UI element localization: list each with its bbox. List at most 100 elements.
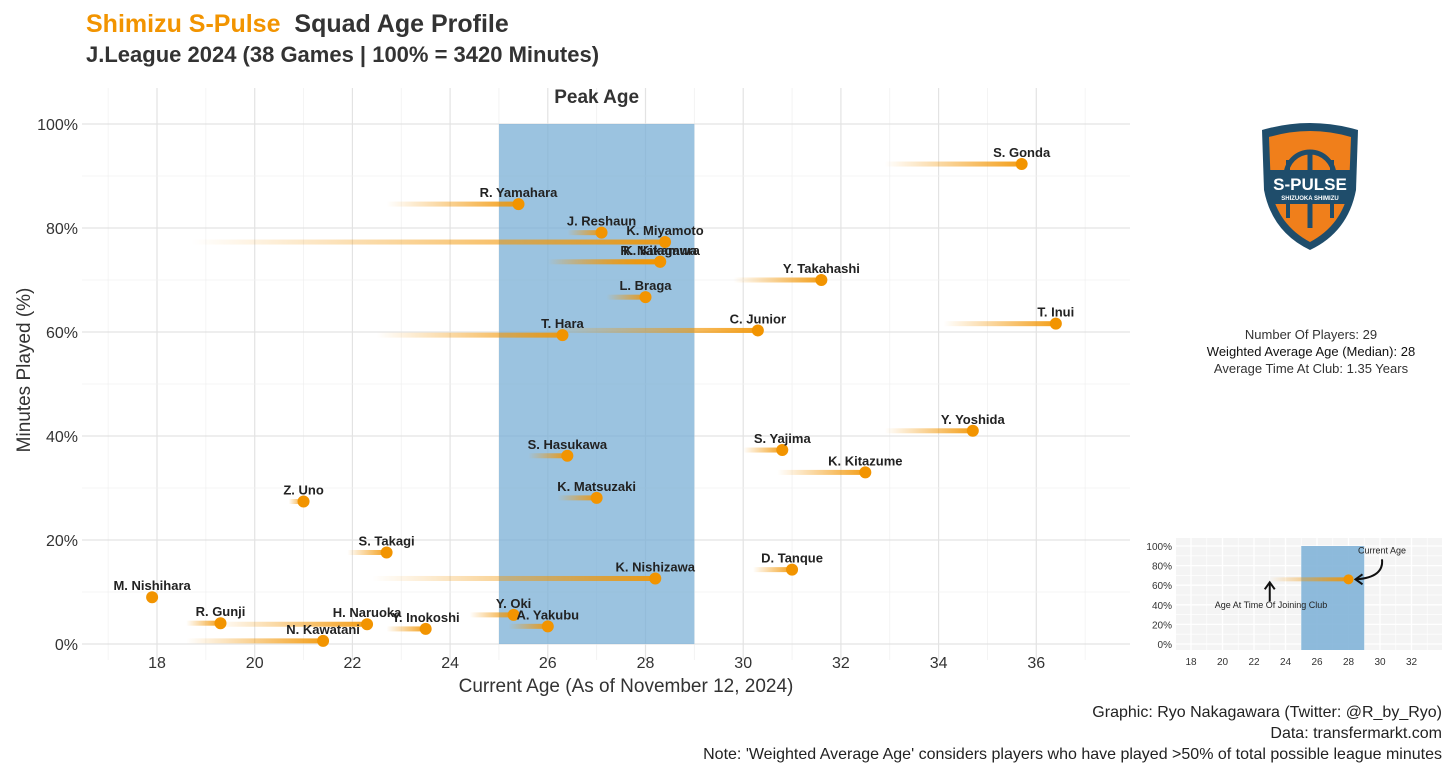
- chart-heading: Shimizu S-Pulse Squad Age Profile J.Leag…: [86, 8, 599, 70]
- trail-j-reshaun: [567, 230, 602, 236]
- label-z-uno: Z. Uno: [283, 483, 323, 498]
- trail-l-braga: [606, 294, 646, 300]
- label-s-hasukawa: S. Hasukawa: [528, 437, 608, 452]
- crest-wordmark: S-PULSE: [1273, 175, 1347, 194]
- label-d-tanque: D. Tanque: [761, 551, 823, 566]
- title-text: Squad Age Profile: [294, 10, 509, 38]
- point-y-oki: [507, 608, 520, 621]
- player-count: Number Of Players: 29: [1244, 327, 1378, 342]
- point-m-nishihara: [146, 591, 159, 604]
- label-r-gunji: R. Gunji: [196, 604, 246, 619]
- y-tick-80: 80%: [46, 221, 78, 238]
- mini-x-ticks: 18 20 22 24 26 28 30 32: [1185, 657, 1417, 668]
- point-k-matsuzaki: [590, 491, 603, 504]
- label-h-naruoka: H. Naruoka: [333, 605, 402, 620]
- x-tick-18: 18: [148, 655, 166, 672]
- point-d-tanque: [786, 563, 799, 576]
- point-z-uno: [297, 495, 310, 508]
- label-c-junior: C. Junior: [730, 311, 786, 326]
- point-n-kawatani: [317, 634, 330, 647]
- y-tick-60: 60%: [46, 325, 78, 342]
- chart-title: Shimizu S-Pulse Squad Age Profile: [86, 8, 599, 40]
- point-l-braga: [639, 291, 652, 304]
- mini-y-tick-0: 0%: [1158, 640, 1173, 651]
- peak-age-label: Peak Age: [554, 87, 639, 108]
- trail-s-yajima: [743, 447, 783, 453]
- trail-h-naruoka: [215, 621, 368, 627]
- mini-example-point: [1343, 574, 1354, 585]
- label-y-oki: Y. Oki: [496, 596, 531, 611]
- label-y-takahashi: Y. Takahashi: [783, 261, 860, 276]
- trail-a-yakubu: [508, 623, 548, 629]
- weighted-average-age: Weighted Average Age (Median): 28: [1206, 344, 1416, 359]
- label-t-inui: T. Inui: [1037, 305, 1074, 320]
- trail-s-hasukawa: [528, 453, 568, 459]
- trail-y-yoshida: [884, 428, 973, 434]
- mini-y-tick-40: 40%: [1152, 601, 1172, 612]
- trail-r-gunji: [186, 620, 221, 626]
- x-tick-32: 32: [832, 655, 850, 672]
- y-tick-40: 40%: [46, 429, 78, 446]
- label-k-miyamoto: K. Miyamoto: [626, 223, 703, 238]
- current-age-arrow: [1356, 559, 1384, 581]
- label-y-inokoshi: Y. Inokoshi: [392, 610, 460, 625]
- label-k-matsuzaki: K. Matsuzaki: [557, 479, 636, 494]
- credits: Graphic: Ryo Nakagawara (Twitter: @R_by_…: [703, 702, 1442, 765]
- legend-mini-chart: 18 20 22 24 26 28 30 32 0% 20% 40% 60% 80% 100% Curr…: [1146, 538, 1442, 668]
- point-h-naruoka: [361, 618, 374, 631]
- mini-y-tick-20: 20%: [1152, 620, 1172, 631]
- label-s-takagi: S. Takagi: [359, 533, 415, 548]
- crest-banner: [1270, 170, 1350, 204]
- trail-n-kawatani: [186, 638, 324, 644]
- club-crest: S-PULSE SHIZUOKA SHIMIZU: [1262, 123, 1358, 250]
- trail-s-gonda: [884, 161, 1022, 167]
- trail-d-tanque: [752, 567, 793, 573]
- trail-k-kitazume: [777, 469, 866, 475]
- mini-x-tick-32: 32: [1406, 657, 1418, 668]
- mini-x-tick-22: 22: [1248, 657, 1260, 668]
- point-y-inokoshi: [419, 622, 432, 635]
- y-axis-ticks: 0% 20% 40% 60% 80% 100%: [37, 117, 78, 654]
- x-tick-30: 30: [734, 655, 752, 672]
- label-k-nishizawa: K. Nishizawa: [616, 559, 696, 574]
- label-n-kawatani: N. Kawatani: [286, 622, 360, 637]
- trail-k-nishizawa: [371, 575, 656, 581]
- label-j-reshaun: J. Reshaun: [567, 214, 636, 229]
- label-t-hara: T. Hara: [541, 316, 584, 331]
- x-tick-28: 28: [637, 655, 655, 672]
- y-axis-title: Minutes Played (%): [14, 288, 35, 453]
- label-y-yoshida: Y. Yoshida: [941, 412, 1006, 427]
- point-k-nishizawa: [649, 572, 662, 585]
- point-a-yakubu: [541, 620, 554, 633]
- trail-t-hara: [376, 332, 563, 338]
- x-axis-ticks: 18 20 22 24 26 28 30 32 34 36: [148, 655, 1045, 672]
- trail-y-inokoshi: [386, 626, 426, 632]
- mini-y-ticks: 0% 20% 40% 60% 80% 100%: [1146, 542, 1172, 651]
- label-l-braga: L. Braga: [619, 278, 672, 293]
- point-s-gonda: [1015, 158, 1028, 171]
- label-m-nishihara: M. Nishihara: [113, 578, 191, 593]
- crest-subtext: SHIZUOKA SHIMIZU: [1281, 196, 1338, 202]
- label-r-nakamura: R. Nakamura: [620, 243, 700, 258]
- x-tick-24: 24: [441, 655, 459, 672]
- mini-x-tick-26: 26: [1311, 657, 1323, 668]
- y-tick-20: 20%: [46, 533, 78, 550]
- trail-z-uno: [288, 499, 304, 505]
- average-time-at-club: Average Time At Club: 1.35 Years: [1213, 361, 1409, 376]
- x-tick-36: 36: [1027, 655, 1045, 672]
- label-r-yamahara: R. Yamahara: [480, 185, 559, 200]
- squad-stats: Number Of Players: 29 Weighted Average A…: [1180, 326, 1442, 377]
- point-s-yajima: [776, 444, 789, 457]
- trail-k-miyamoto: [191, 239, 666, 245]
- trail-y-oki: [469, 612, 514, 618]
- label-k-kitagawa: K. Kitagawa: [623, 243, 697, 258]
- x-tick-20: 20: [246, 655, 264, 672]
- mini-x-tick-18: 18: [1185, 657, 1197, 668]
- chart-subtitle: J.League 2024 (38 Games | 100% = 3420 Mi…: [86, 42, 600, 67]
- point-y-yoshida: [966, 424, 979, 437]
- label-a-yakubu: A. Yakubu: [516, 607, 579, 622]
- point-s-hasukawa: [561, 449, 574, 462]
- trail-r-yamahara: [386, 201, 519, 207]
- peak-age-band: [498, 124, 695, 644]
